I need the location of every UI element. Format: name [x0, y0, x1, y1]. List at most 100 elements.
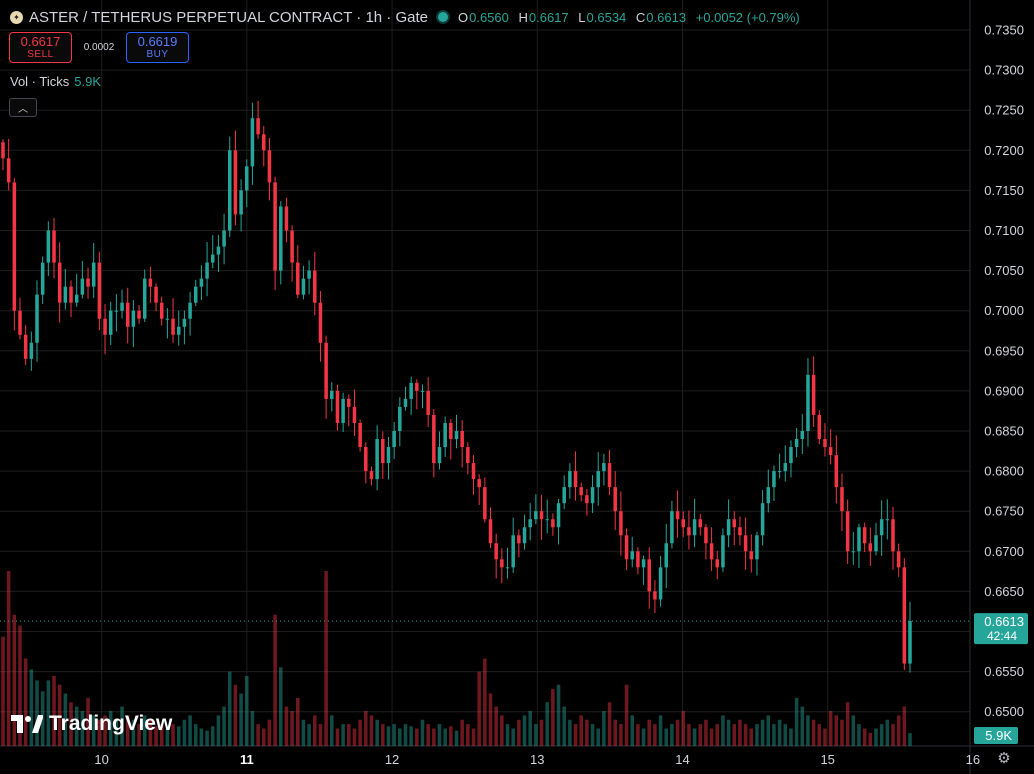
candle-body[interactable]: [517, 535, 521, 544]
candle-body[interactable]: [528, 519, 532, 528]
candle-body[interactable]: [789, 447, 793, 464]
candle-body[interactable]: [494, 543, 498, 560]
candle-body[interactable]: [607, 463, 612, 488]
candle-body[interactable]: [375, 439, 379, 480]
candle-body[interactable]: [590, 487, 595, 504]
candle-body[interactable]: [749, 551, 754, 560]
candle-body[interactable]: [46, 230, 51, 263]
candle-body[interactable]: [188, 302, 192, 319]
candle-body[interactable]: [125, 302, 130, 327]
candle-body[interactable]: [681, 519, 686, 528]
candle-body[interactable]: [262, 134, 266, 151]
candle-body[interactable]: [664, 543, 669, 568]
candle-body[interactable]: [726, 519, 731, 536]
candle-body[interactable]: [896, 551, 901, 568]
candle-body[interactable]: [35, 294, 39, 343]
candle-body[interactable]: [777, 471, 782, 473]
candle-body[interactable]: [86, 278, 90, 287]
candle-body[interactable]: [845, 511, 850, 552]
candle-body[interactable]: [738, 527, 742, 536]
candle-body[interactable]: [840, 487, 844, 512]
candle-body[interactable]: [69, 286, 73, 303]
candle-body[interactable]: [1, 142, 5, 159]
candle-body[interactable]: [239, 190, 243, 215]
candle-body[interactable]: [862, 527, 867, 544]
candle-body[interactable]: [449, 422, 453, 440]
candle-body[interactable]: [318, 302, 323, 343]
candle-body[interactable]: [585, 495, 589, 504]
candle-body[interactable]: [596, 471, 600, 488]
candle-body[interactable]: [148, 278, 153, 287]
candle-body[interactable]: [851, 551, 856, 553]
candle-body[interactable]: [256, 118, 260, 135]
candle-body[interactable]: [29, 342, 34, 359]
candle-body[interactable]: [330, 390, 334, 399]
candle-body[interactable]: [647, 559, 651, 592]
candle-body[interactable]: [692, 519, 697, 536]
candle-body[interactable]: [783, 463, 788, 472]
candle-body[interactable]: [624, 535, 629, 560]
candle-body[interactable]: [233, 150, 238, 215]
candle-body[interactable]: [488, 519, 493, 544]
candle-body[interactable]: [74, 294, 79, 303]
candle-body[interactable]: [460, 431, 464, 448]
candle-body[interactable]: [715, 559, 720, 568]
candle-body[interactable]: [828, 447, 833, 456]
candle-body[interactable]: [772, 471, 776, 488]
candle-body[interactable]: [409, 382, 413, 399]
candle-body[interactable]: [613, 487, 617, 512]
gear-icon[interactable]: ⚙: [997, 750, 1011, 767]
candle-body[interactable]: [137, 310, 141, 319]
candle-body[interactable]: [131, 310, 136, 327]
candle-body[interactable]: [142, 278, 147, 319]
candle-body[interactable]: [313, 270, 317, 303]
candle-body[interactable]: [534, 511, 538, 520]
candle-body[interactable]: [551, 519, 555, 528]
candle-body[interactable]: [159, 302, 164, 319]
candle-body[interactable]: [630, 551, 634, 560]
candle-body[interactable]: [23, 334, 28, 359]
candle-body[interactable]: [885, 519, 890, 521]
candle-body[interactable]: [227, 150, 232, 231]
symbol-title[interactable]: ASTER / TETHERUS PERPETUAL CONTRACT · 1h…: [29, 8, 428, 26]
candle-body[interactable]: [63, 286, 68, 303]
candle-body[interactable]: [432, 414, 436, 464]
candle-body[interactable]: [120, 302, 124, 311]
candle-body[interactable]: [834, 455, 839, 488]
candle-body[interactable]: [766, 487, 771, 504]
candle-body[interactable]: [908, 621, 912, 664]
candle-body[interactable]: [579, 487, 583, 496]
candle-body[interactable]: [568, 471, 572, 488]
candle-body[interactable]: [347, 398, 351, 407]
candle-body[interactable]: [352, 406, 357, 423]
candle-body[interactable]: [57, 262, 62, 303]
candle-body[interactable]: [386, 447, 391, 464]
candle-body[interactable]: [426, 390, 430, 415]
candle-body[interactable]: [171, 318, 175, 335]
candle-body[interactable]: [505, 567, 510, 569]
candle-body[interactable]: [868, 543, 873, 552]
candle-body[interactable]: [879, 519, 884, 536]
candle-body[interactable]: [437, 447, 442, 464]
candle-body[interactable]: [454, 431, 459, 440]
buy-button[interactable]: 0.6619 BUY: [126, 32, 189, 63]
candle-body[interactable]: [755, 535, 759, 560]
candle-body[interactable]: [539, 511, 544, 520]
candle-body[interactable]: [721, 535, 725, 568]
candle-body[interactable]: [154, 286, 158, 303]
candle-body[interactable]: [381, 439, 385, 464]
candle-body[interactable]: [301, 278, 306, 295]
candle-body[interactable]: [545, 519, 549, 521]
candle-body[interactable]: [743, 535, 748, 552]
candle-body[interactable]: [210, 254, 215, 263]
candle-body[interactable]: [698, 519, 703, 528]
candle-body[interactable]: [562, 487, 566, 504]
candle-body[interactable]: [709, 543, 714, 560]
candle-body[interactable]: [817, 414, 822, 440]
candle-body[interactable]: [165, 318, 170, 320]
candle-body[interactable]: [483, 487, 487, 520]
volume-legend[interactable]: Vol · Ticks 5.9K: [10, 74, 101, 89]
candle-body[interactable]: [103, 318, 107, 335]
candle-body[interactable]: [114, 310, 119, 312]
